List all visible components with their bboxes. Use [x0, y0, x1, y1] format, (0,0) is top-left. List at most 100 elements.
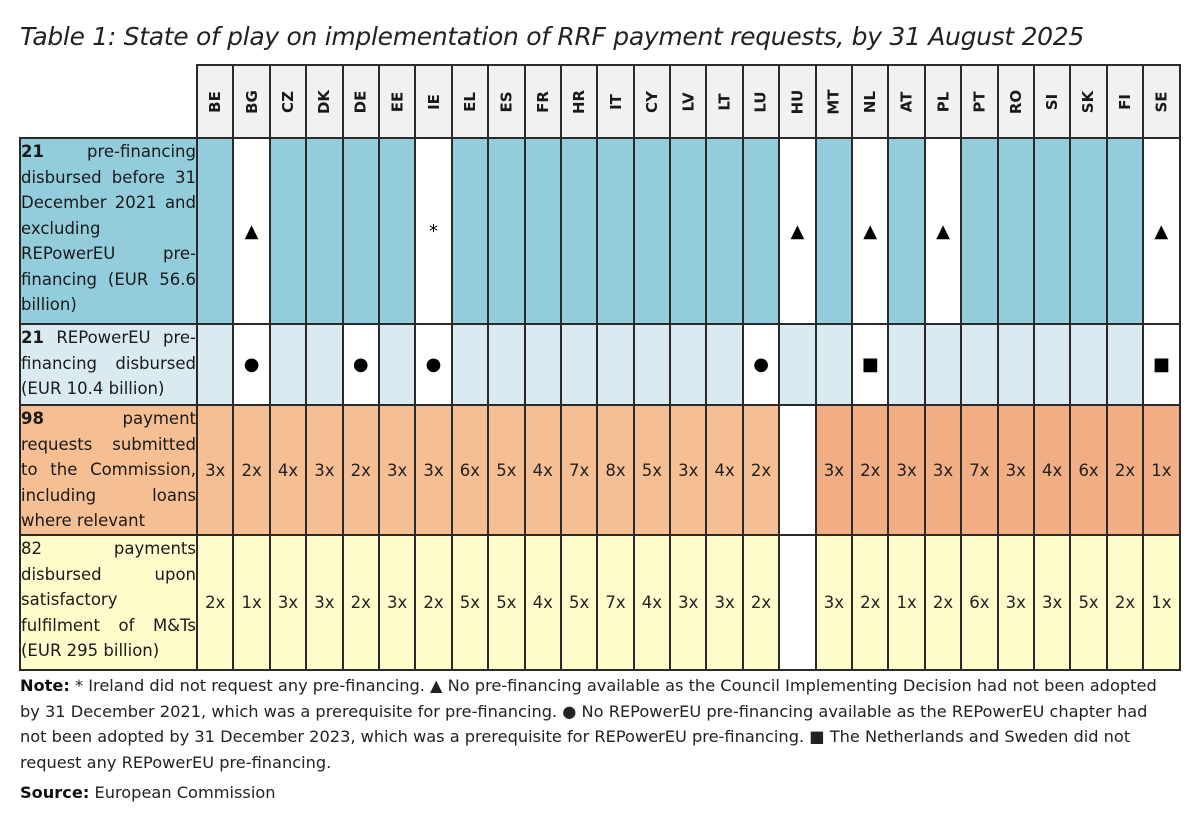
cell-si	[1032, 323, 1072, 406]
cell-value: 7x	[969, 460, 990, 480]
country-code: LV	[679, 92, 698, 112]
cell-ro	[996, 137, 1035, 325]
cell-at: 3x	[887, 404, 926, 536]
country-header-lt: LT	[705, 64, 744, 139]
cell-value: 6x	[459, 460, 481, 480]
country-code: FI	[1115, 94, 1134, 110]
cell-value: 2x	[860, 460, 881, 480]
cell-mt	[814, 137, 854, 325]
cell-bg: ▲	[232, 137, 271, 325]
cell-ee	[377, 323, 417, 406]
cell-sk	[1069, 323, 1108, 406]
triangle-icon: ▲	[1154, 220, 1169, 242]
country-code: MT	[824, 89, 843, 115]
cell-value: 2x	[750, 460, 772, 480]
cell-value: 3x	[1005, 460, 1026, 480]
cell-fi: 2x	[1105, 404, 1145, 536]
country-header-row: BE BG CZ DK DE EE IE EL ES FR HR IT CY LV LT LU HU MT NL AT…	[20, 64, 1181, 139]
triangle-icon: ▲	[936, 220, 950, 242]
table-source: Source: European Commission	[20, 783, 276, 802]
cell-el	[450, 323, 490, 406]
cell-se: ■	[1142, 323, 1181, 406]
cell-mt: 3x	[814, 404, 854, 536]
cell-value: 3x	[423, 460, 444, 480]
cell-at	[887, 323, 926, 406]
cell-lv: 3x	[669, 534, 708, 671]
country-code: CZ	[278, 91, 297, 113]
cell-hu: ▲	[778, 137, 817, 325]
country-code: LU	[752, 91, 771, 113]
country-code: EL	[460, 92, 479, 112]
cell-cy	[632, 137, 672, 325]
cell-si: 4x	[1032, 404, 1072, 536]
cell-value: 2x	[423, 593, 444, 612]
row-label: 21 pre-financing disbursed before 31 Dec…	[19, 137, 198, 325]
country-code: SE	[1152, 91, 1171, 113]
cell-lv: 3x	[669, 404, 708, 536]
repowereu-prefinancing-row: 21 REPowerEU pre-financing disbursed (EU…	[19, 323, 1181, 406]
cell-pl: 3x	[923, 404, 963, 536]
cell-pl	[923, 323, 963, 406]
rrf-payment-table: BE BG CZ DK DE EE IE EL ES FR HR IT CY LV LT LU HU MT NL AT…	[19, 64, 1181, 671]
cell-value: 2x	[860, 593, 881, 612]
cell-value: 3x	[277, 593, 299, 612]
cell-value: 3x	[932, 460, 954, 480]
cell-de: 2x	[341, 534, 380, 671]
country-header-cz: CZ	[268, 64, 308, 139]
cell-value: 2x	[1114, 460, 1136, 480]
cell-lu: ●	[741, 323, 781, 406]
cell-fr: 4x	[523, 534, 562, 671]
cell-value: 4x	[1042, 460, 1063, 480]
cell-hu	[778, 323, 817, 406]
country-header-el: EL	[450, 64, 490, 139]
cell-dk: 3x	[305, 404, 344, 536]
cell-ie: ●	[414, 323, 453, 406]
cell-ie: 3x	[414, 404, 453, 536]
cell-value: 3x	[823, 593, 844, 612]
payments-disbursed-row: 82 payments disbursed upon satisfactory …	[19, 534, 1181, 671]
cell-sk	[1069, 137, 1108, 325]
cell-el: 5x	[450, 534, 490, 671]
cell-de: ●	[341, 323, 380, 406]
cell-lt: 3x	[705, 534, 744, 671]
cell-value: 6x	[1078, 460, 1099, 480]
cell-fi	[1105, 137, 1145, 325]
cell-el: 6x	[450, 404, 490, 536]
cell-dk	[305, 323, 344, 406]
country-header-se: SE	[1142, 64, 1181, 139]
note-text: * Ireland did not request any pre-financ…	[20, 676, 1157, 772]
cell-value: 3x	[205, 460, 226, 480]
cell-value: 1x	[1151, 460, 1172, 480]
country-header-hu: HU	[778, 64, 817, 139]
cell-cz	[268, 323, 308, 406]
cell-es	[487, 137, 526, 325]
header-corner	[20, 65, 197, 138]
cell-fi: 2x	[1105, 534, 1145, 671]
country-header-de: DE	[341, 64, 380, 139]
country-code: CY	[642, 91, 661, 113]
cell-lu	[741, 137, 781, 325]
cell-value: 2x	[350, 593, 371, 612]
cell-fr	[523, 323, 562, 406]
cell-value: 4x	[277, 460, 299, 480]
cell-value: 2x	[241, 460, 262, 480]
cell-fi	[1105, 323, 1145, 406]
cell-ie: *	[414, 137, 453, 325]
country-header-fr: FR	[523, 64, 562, 139]
country-code: NL	[861, 90, 880, 114]
cell-se: 1x	[1142, 534, 1181, 671]
cell-el	[450, 137, 490, 325]
cell-lt	[705, 137, 744, 325]
cell-lu: 2x	[741, 404, 781, 536]
country-header-be: BE	[195, 64, 235, 139]
country-header-dk: DK	[305, 64, 344, 139]
cell-value: 2x	[1114, 593, 1136, 612]
country-code: EE	[388, 91, 407, 113]
cell-cz: 4x	[268, 404, 308, 536]
circle-icon: ●	[243, 354, 260, 375]
row-label-count: 21	[21, 142, 44, 161]
cell-cz	[268, 137, 308, 325]
cell-value: 4x	[641, 593, 663, 612]
cell-hr	[559, 137, 599, 325]
cell-ro: 3x	[996, 404, 1035, 536]
